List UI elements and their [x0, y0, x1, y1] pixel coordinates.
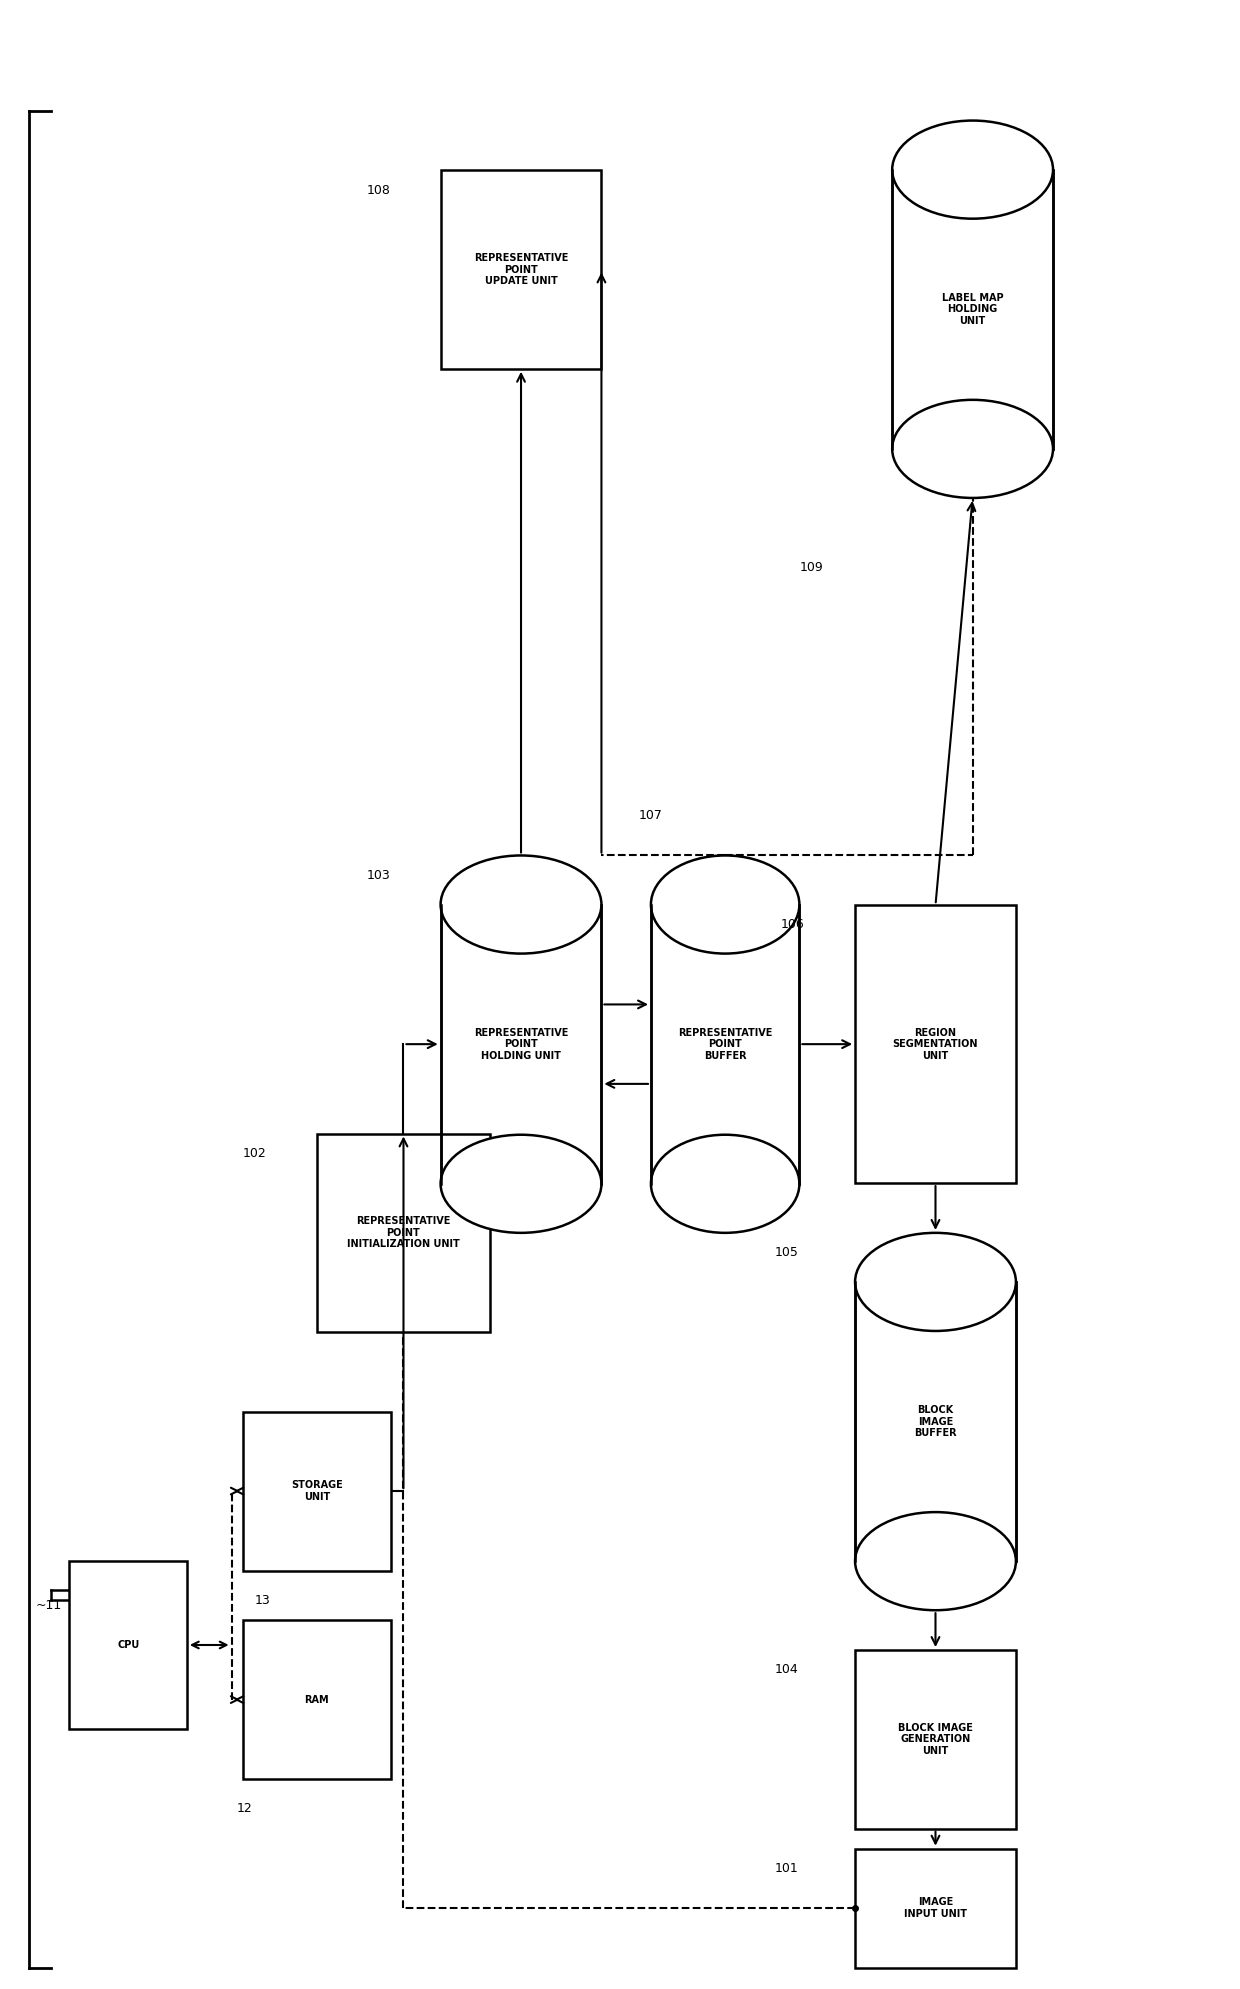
Text: 102: 102 [243, 1148, 267, 1160]
Text: CPU: CPU [117, 1641, 139, 1651]
Bar [69, 1561, 187, 1728]
Text: IMAGE
INPUT UNIT: IMAGE INPUT UNIT [904, 1898, 967, 1919]
Text: REPRESENTATIVE
POINT
BUFFER: REPRESENTATIVE POINT BUFFER [678, 1028, 773, 1060]
Bar [440, 171, 601, 368]
Bar [856, 905, 1016, 1183]
Ellipse shape [440, 1136, 601, 1233]
Ellipse shape [440, 855, 601, 953]
Text: STORAGE
UNIT: STORAGE UNIT [291, 1480, 342, 1502]
Text: REPRESENTATIVE
POINT
INITIALIZATION UNIT: REPRESENTATIVE POINT INITIALIZATION UNIT [347, 1215, 460, 1249]
Ellipse shape [856, 1512, 1016, 1611]
Text: LABEL MAP
HOLDING
UNIT: LABEL MAP HOLDING UNIT [942, 292, 1003, 326]
Ellipse shape [893, 121, 1053, 219]
Bar [856, 1281, 1016, 1561]
Ellipse shape [856, 1233, 1016, 1331]
Ellipse shape [893, 400, 1053, 497]
Text: 104: 104 [775, 1663, 799, 1677]
Bar [651, 905, 800, 1183]
Bar [317, 1134, 490, 1333]
Text: RAM: RAM [305, 1695, 329, 1705]
Ellipse shape [651, 855, 800, 953]
Bar [856, 1651, 1016, 1828]
Text: 109: 109 [800, 561, 823, 575]
Text: REPRESENTATIVE
POINT
HOLDING UNIT: REPRESENTATIVE POINT HOLDING UNIT [474, 1028, 568, 1060]
Bar [243, 1621, 391, 1778]
Bar [893, 169, 1053, 450]
Text: 107: 107 [639, 810, 662, 821]
Text: 12: 12 [237, 1802, 252, 1816]
Text: 106: 106 [781, 919, 805, 931]
Text: REGION
SEGMENTATION
UNIT: REGION SEGMENTATION UNIT [893, 1028, 978, 1060]
Text: REPRESENTATIVE
POINT
UPDATE UNIT: REPRESENTATIVE POINT UPDATE UNIT [474, 253, 568, 286]
Text: 103: 103 [366, 869, 391, 881]
Ellipse shape [651, 1136, 800, 1233]
Text: 13: 13 [255, 1593, 270, 1607]
Text: BLOCK IMAGE
GENERATION
UNIT: BLOCK IMAGE GENERATION UNIT [898, 1722, 973, 1756]
Bar [243, 1412, 391, 1571]
Text: ~11: ~11 [36, 1599, 62, 1611]
Bar [440, 905, 601, 1183]
Text: 108: 108 [366, 183, 391, 197]
Bar [856, 1848, 1016, 1967]
Text: 105: 105 [775, 1247, 799, 1259]
Text: 101: 101 [775, 1862, 799, 1876]
Text: BLOCK
IMAGE
BUFFER: BLOCK IMAGE BUFFER [914, 1404, 957, 1438]
